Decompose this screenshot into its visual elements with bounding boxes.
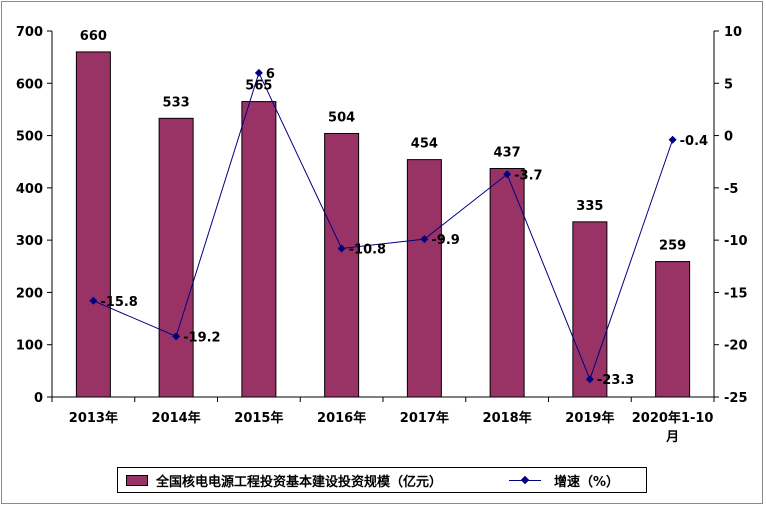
- growth-marker-2: [254, 68, 263, 77]
- x-tick-label: 2015年: [234, 410, 283, 426]
- bar-value-label-4: 454: [411, 137, 438, 152]
- line-series: [89, 68, 677, 384]
- y-right-tick-label: -15: [724, 286, 748, 301]
- bar-value-label-1: 533: [163, 95, 190, 110]
- growth-marker-4: [420, 235, 429, 244]
- x-tick-label: 月: [665, 430, 679, 445]
- y-right-tick-label: -20: [724, 339, 748, 354]
- x-tick-label: 2020年1-10: [632, 410, 714, 426]
- bar-value-label-2: 565: [245, 79, 272, 94]
- y-right-tick-label: -25: [724, 391, 748, 406]
- bar-value-label-7: 259: [659, 239, 686, 254]
- y-left-tick-label: 700: [16, 25, 43, 40]
- y-right-tick-label: 10: [724, 25, 742, 40]
- growth-marker-1: [172, 332, 181, 341]
- y-left-tick-label: 600: [16, 77, 43, 92]
- legend-line-label: 增速（%）: [554, 475, 620, 490]
- data-labels: 660 533 565 504 454 437 335 259 -15.8 -19.2 6 -10.8…: [80, 29, 708, 388]
- growth-marker-0: [89, 296, 98, 305]
- growth-value-label-1: -19.2: [183, 330, 220, 345]
- growth-value-label-0: -15.8: [100, 295, 137, 310]
- growth-value-label-4: -9.9: [431, 233, 459, 248]
- y-right-tick-label: 0: [724, 130, 733, 145]
- bar-6: [572, 221, 608, 398]
- growth-marker-3: [337, 244, 346, 253]
- legend-bar-swatch: [126, 475, 148, 486]
- bar-value-label-0: 660: [80, 29, 107, 44]
- y-left-tick-label: 100: [16, 339, 43, 354]
- bar-value-label-3: 504: [328, 110, 355, 125]
- growth-value-label-7: -0.4: [680, 134, 708, 149]
- x-tick-label: 2013年: [69, 410, 118, 426]
- y-right-tick-label: -5: [724, 182, 738, 197]
- bar-0: [75, 51, 111, 398]
- y-left-tick-label: 500: [16, 130, 43, 145]
- growth-value-label-5: -3.7: [514, 168, 542, 183]
- growth-value-label-3: -10.8: [349, 243, 386, 258]
- growth-marker-5: [503, 170, 512, 179]
- bar-2: [241, 101, 277, 398]
- growth-marker-6: [585, 375, 594, 384]
- bar-7: [655, 261, 691, 398]
- growth-marker-7: [668, 135, 677, 144]
- x-tick-label: 2017年: [400, 410, 449, 426]
- y-right-tick-label: -10: [724, 234, 748, 249]
- bar-1: [158, 117, 194, 398]
- axes: 0 100 200 300 400 500 600 700 -25 -20 -15 -10 -5 0 5 10…: [16, 25, 748, 445]
- x-tick-label: 2014年: [152, 410, 201, 426]
- y-right-tick-label: 5: [724, 77, 733, 92]
- growth-value-label-6: -23.3: [597, 373, 634, 388]
- x-tick-label: 2019年: [565, 410, 614, 426]
- bar-3: [324, 132, 360, 398]
- legend: 全国核电电源工程投资基本建设投资规模（亿元） 增速（%）: [117, 467, 647, 493]
- x-tick-label: 2016年: [317, 410, 366, 426]
- y-left-tick-label: 0: [34, 391, 43, 406]
- bar-value-label-5: 437: [494, 146, 521, 161]
- y-left-tick-label: 400: [16, 182, 43, 197]
- y-left-tick-label: 300: [16, 234, 43, 249]
- legend-diamond-marker: [520, 475, 530, 485]
- bar-value-label-6: 335: [576, 199, 603, 214]
- x-tick-label: 2018年: [483, 410, 532, 426]
- growth-line: [93, 71, 674, 381]
- legend-bar-label: 全国核电电源工程投资基本建设投资规模（亿元）: [156, 475, 443, 490]
- y-left-tick-label: 200: [16, 286, 43, 301]
- bar-5: [489, 168, 525, 398]
- growth-value-label-2: 6: [266, 67, 275, 82]
- bar-4: [406, 159, 442, 398]
